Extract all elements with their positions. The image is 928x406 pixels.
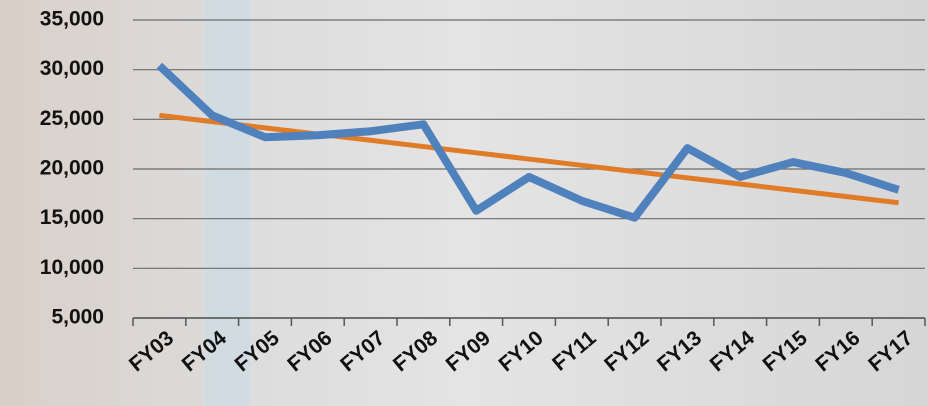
y-tick-label: 30,000 — [40, 57, 104, 80]
y-tick-label: 20,000 — [40, 157, 104, 180]
y-tick-label: 10,000 — [40, 256, 104, 279]
series-line — [156, 62, 900, 222]
y-tick-label: 5,000 — [51, 306, 104, 329]
y-tick-label: 25,000 — [40, 107, 104, 130]
y-tick-label: 15,000 — [40, 206, 104, 229]
series-line — [159, 112, 899, 206]
background-decoration — [205, 0, 250, 406]
y-tick-label: 35,000 — [40, 8, 104, 31]
